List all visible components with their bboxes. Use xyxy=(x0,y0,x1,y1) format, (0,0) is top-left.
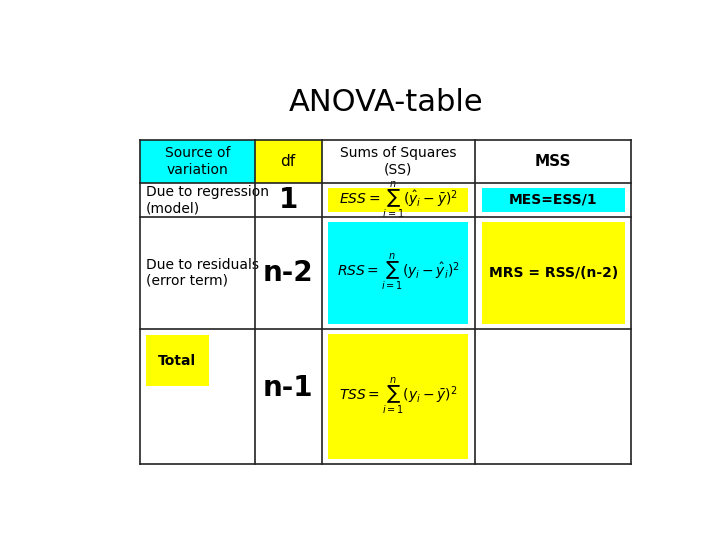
Bar xyxy=(482,188,624,212)
Text: df: df xyxy=(281,154,296,169)
Text: Due to residuals
(error term): Due to residuals (error term) xyxy=(145,258,258,288)
Text: Source of
variation: Source of variation xyxy=(165,146,230,177)
Text: $ESS = \sum_{i=1}^{n}(\hat{y}_i - \bar{y})^2$: $ESS = \sum_{i=1}^{n}(\hat{y}_i - \bar{y… xyxy=(338,179,458,220)
Bar xyxy=(145,335,209,387)
Bar xyxy=(328,334,468,459)
Text: $TSS = \sum_{i=1}^{n}(y_i - \bar{y})^2$: $TSS = \sum_{i=1}^{n}(y_i - \bar{y})^2$ xyxy=(339,376,458,417)
Text: 1: 1 xyxy=(279,186,297,214)
Text: $RSS = \sum_{i=1}^{n}(y_i - \hat{y}_i)^2$: $RSS = \sum_{i=1}^{n}(y_i - \hat{y}_i)^2… xyxy=(337,252,460,293)
Bar xyxy=(482,221,624,324)
Text: Total: Total xyxy=(158,354,197,368)
Text: Due to regression
(model): Due to regression (model) xyxy=(145,185,269,215)
Text: Sums of Squares
(SS): Sums of Squares (SS) xyxy=(340,146,456,177)
Bar xyxy=(255,140,322,183)
Bar xyxy=(328,221,468,324)
Text: MSS: MSS xyxy=(535,154,572,169)
Text: MES=ESS/1: MES=ESS/1 xyxy=(509,193,598,207)
Bar xyxy=(140,140,255,183)
Text: MRS = RSS/(n-2): MRS = RSS/(n-2) xyxy=(488,266,618,280)
Text: n-1: n-1 xyxy=(263,374,313,402)
Bar xyxy=(328,188,468,212)
Text: n-2: n-2 xyxy=(263,259,313,287)
Text: ANOVA-table: ANOVA-table xyxy=(289,87,483,117)
